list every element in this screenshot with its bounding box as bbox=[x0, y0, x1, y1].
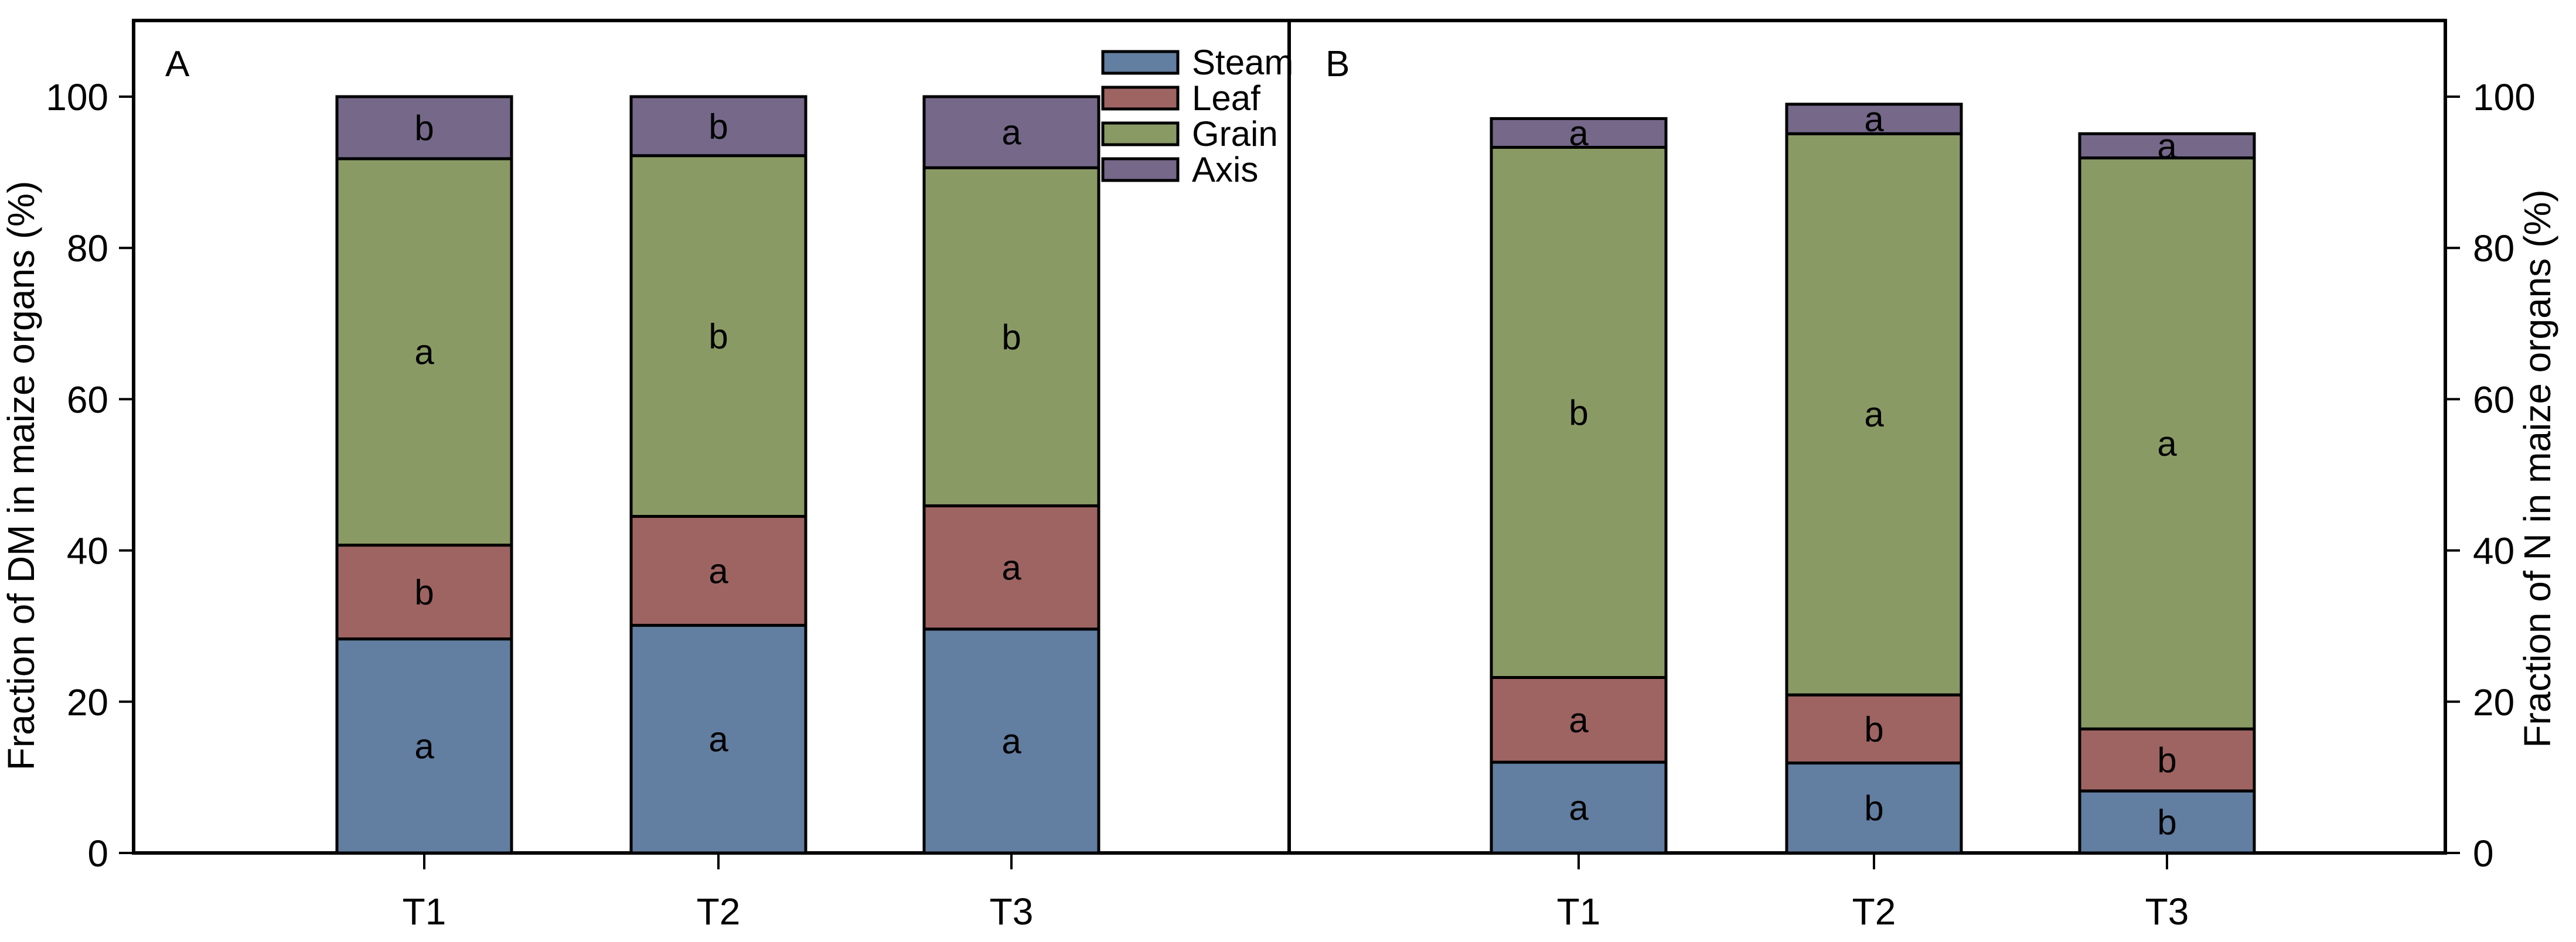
legend-swatch-steam bbox=[1101, 50, 1180, 75]
right-y-tick-label-100: 100 bbox=[2473, 76, 2536, 118]
right-y-tick-label-0: 0 bbox=[2473, 832, 2494, 875]
bar-segment-b-t3-axis bbox=[2078, 132, 2256, 160]
bar-segment-b-t1-axis bbox=[1490, 117, 1668, 149]
significance-letter-a-t3-leaf: a bbox=[1001, 548, 1021, 588]
significance-letter-b-t2-steam: b bbox=[1864, 789, 1883, 828]
significance-letter-a-t3-axis: a bbox=[1001, 113, 1021, 152]
panel-b-label: B bbox=[1326, 44, 1350, 84]
bar-segment-b-t1-steam bbox=[1490, 760, 1668, 855]
left-y-tick-label-100: 100 bbox=[46, 76, 108, 118]
bar-segment-a-t2-grain bbox=[629, 154, 807, 518]
significance-letter-a-t1-steam: a bbox=[414, 726, 434, 766]
legend-label-grain: Grain bbox=[1192, 114, 1278, 153]
bar-segment-b-t2-axis bbox=[1785, 103, 1963, 135]
legend: Steam Leaf Grain Axis bbox=[1101, 43, 1293, 189]
x-label-A-T3: T3 bbox=[990, 890, 1034, 933]
significance-letter-b-t2-grain: a bbox=[1864, 395, 1884, 434]
x-label-B-T2: T2 bbox=[1852, 890, 1896, 933]
significance-letter-b-t3-grain: a bbox=[2157, 424, 2177, 463]
x-label-A-T1: T1 bbox=[403, 890, 447, 933]
significance-letter-a-t2-grain: b bbox=[708, 317, 728, 356]
significance-letter-b-t1-grain: b bbox=[1569, 393, 1588, 432]
significance-letter-b-t2-axis: a bbox=[1864, 100, 1884, 139]
x-label-A-T2: T2 bbox=[697, 890, 741, 933]
bar-segment-b-t1-leaf bbox=[1490, 675, 1668, 764]
significance-letter-b-t3-steam: b bbox=[2157, 803, 2176, 842]
significance-letter-b-t1-leaf: a bbox=[1569, 701, 1589, 740]
right-axis-title: Fraction of N in maize organs (%) bbox=[2516, 189, 2558, 748]
significance-letter-a-t1-leaf: b bbox=[414, 573, 434, 612]
left-y-tick-label-40: 40 bbox=[67, 530, 108, 572]
bar-segment-a-t3-steam bbox=[922, 627, 1100, 855]
bar-segment-b-t3-leaf bbox=[2078, 727, 2256, 793]
significance-letter-a-t3-steam: a bbox=[1001, 722, 1021, 761]
bar-segment-a-t3-axis bbox=[922, 95, 1100, 169]
bar-segment-a-t1-leaf bbox=[335, 544, 513, 641]
significance-letter-a-t2-axis: b bbox=[708, 107, 728, 146]
bar-segment-a-t1-axis bbox=[335, 95, 513, 161]
left-y-tick-label-80: 80 bbox=[67, 227, 108, 269]
legend-swatch-grain bbox=[1101, 121, 1180, 146]
legend-label-steam: Steam bbox=[1192, 43, 1293, 82]
significance-letter-b-t3-axis: a bbox=[2157, 127, 2177, 166]
significance-letter-a-t1-grain: a bbox=[414, 333, 434, 372]
right-y-tick-label-40: 40 bbox=[2473, 530, 2514, 572]
legend-label-axis: Axis bbox=[1192, 150, 1258, 189]
bar-segment-a-t3-grain bbox=[922, 166, 1100, 507]
bar-segment-a-t1-steam bbox=[335, 637, 513, 855]
bar-segment-b-t2-grain bbox=[1785, 132, 1963, 697]
x-label-B-T1: T1 bbox=[1557, 890, 1601, 933]
bar-segment-a-t2-steam bbox=[629, 623, 807, 855]
bar-segment-a-t2-leaf bbox=[629, 515, 807, 627]
left-y-tick-label-0: 0 bbox=[87, 832, 108, 875]
bar-segment-a-t1-grain bbox=[335, 157, 513, 547]
right-y-tick-label-60: 60 bbox=[2473, 378, 2514, 421]
right-y-tick-label-80: 80 bbox=[2473, 227, 2514, 269]
significance-letter-a-t2-steam: a bbox=[708, 720, 728, 759]
significance-letter-a-t2-leaf: a bbox=[708, 551, 728, 591]
significance-letter-b-t3-leaf: b bbox=[2157, 740, 2176, 780]
x-label-B-T3: T3 bbox=[2145, 890, 2189, 933]
left-axis-title: Fraction of DM in maize organs (%) bbox=[0, 181, 42, 771]
left-y-tick-label-20: 20 bbox=[67, 681, 108, 723]
bar-segment-b-t2-leaf bbox=[1785, 693, 1963, 764]
significance-letter-a-t3-grain: b bbox=[1001, 318, 1021, 357]
bar-segment-b-t1-grain bbox=[1490, 145, 1668, 679]
bar-segment-a-t2-axis bbox=[629, 95, 807, 158]
left-y-tick-label-60: 60 bbox=[67, 378, 108, 421]
significance-letter-b-t2-leaf: b bbox=[1864, 709, 1883, 749]
significance-letter-b-t1-steam: a bbox=[1569, 789, 1589, 828]
right-y-tick-label-20: 20 bbox=[2473, 681, 2514, 723]
significance-letter-b-t1-axis: a bbox=[1569, 114, 1589, 153]
panel-a-label: A bbox=[165, 44, 190, 84]
legend-swatch-leaf bbox=[1101, 86, 1180, 111]
bar-segment-b-t2-steam bbox=[1785, 761, 1963, 855]
legend-label-leaf: Leaf bbox=[1192, 78, 1260, 118]
significance-letter-a-t1-axis: b bbox=[414, 108, 434, 148]
legend-swatch-axis bbox=[1101, 157, 1180, 182]
